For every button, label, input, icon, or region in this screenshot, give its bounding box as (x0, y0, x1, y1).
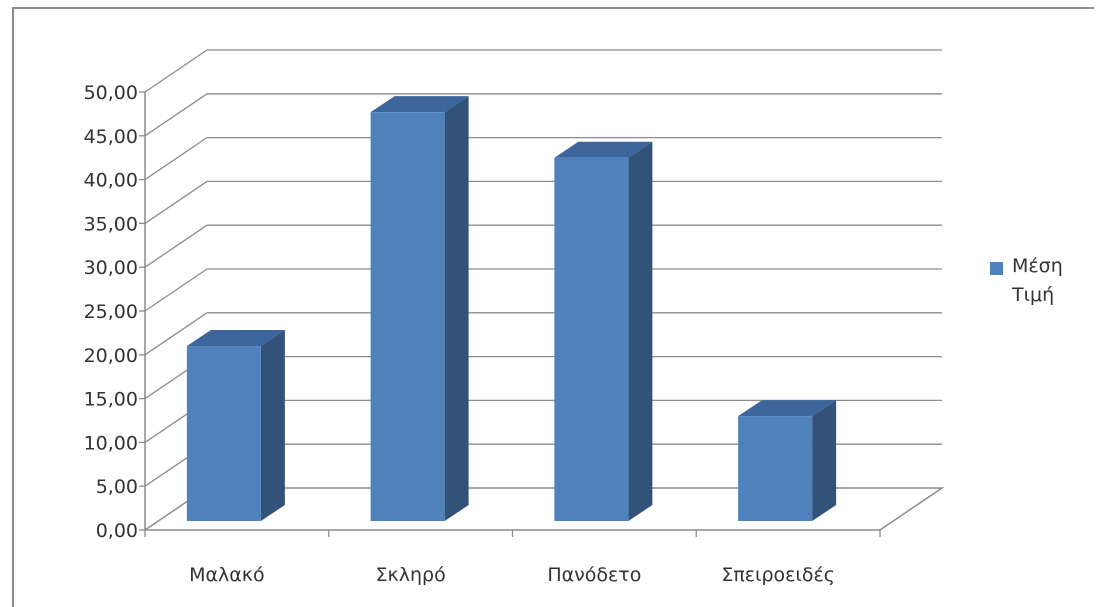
bar-side-3 (812, 400, 837, 521)
bar-side-1 (444, 96, 469, 521)
y-tick-label: 10,00 (84, 432, 138, 454)
bar-2 (554, 157, 629, 521)
x-tick-label: Σπειροειδές (721, 564, 835, 586)
x-tick-label: Σκληρό (376, 564, 446, 586)
bar-0 (186, 346, 261, 521)
gridline (144, 312, 942, 356)
gridline (144, 224, 942, 268)
y-tick-label: 40,00 (84, 170, 138, 192)
y-tick-label: 25,00 (84, 301, 138, 323)
x-tick-label: Μαλακό (189, 564, 265, 586)
gridline (144, 136, 942, 181)
legend-key-mesi-timi (990, 262, 1003, 275)
gridline (144, 180, 942, 224)
y-tick-label: 50,00 (84, 82, 138, 104)
y-tick-label: 0,00 (96, 520, 138, 542)
bar-top-0 (186, 330, 285, 347)
bar-top-1 (370, 96, 469, 113)
gridline (144, 93, 942, 137)
x-tick-label: Πανόδετο (547, 564, 641, 586)
bar-3 (738, 416, 813, 521)
gridline (144, 268, 942, 312)
legend-label: Μέση Τιμή (1012, 252, 1096, 310)
bar-top-3 (738, 400, 837, 417)
chart-frame (12, 7, 1094, 607)
bar-side-2 (628, 141, 653, 521)
gridline (144, 49, 942, 93)
bar-side-0 (260, 330, 285, 521)
bar-top-2 (554, 141, 653, 158)
y-tick-label: 30,00 (84, 257, 138, 279)
y-tick-label: 20,00 (84, 345, 138, 367)
legend-label-line-2: Τιμή (1012, 284, 1055, 306)
y-tick-label: 45,00 (84, 126, 138, 148)
y-tick-label: 35,00 (84, 213, 138, 235)
y-tick-label: 5,00 (96, 476, 138, 498)
y-tick-label: 15,00 (84, 389, 138, 411)
legend-label-line-1: Μέση (1012, 255, 1063, 277)
bar-1 (370, 112, 445, 521)
